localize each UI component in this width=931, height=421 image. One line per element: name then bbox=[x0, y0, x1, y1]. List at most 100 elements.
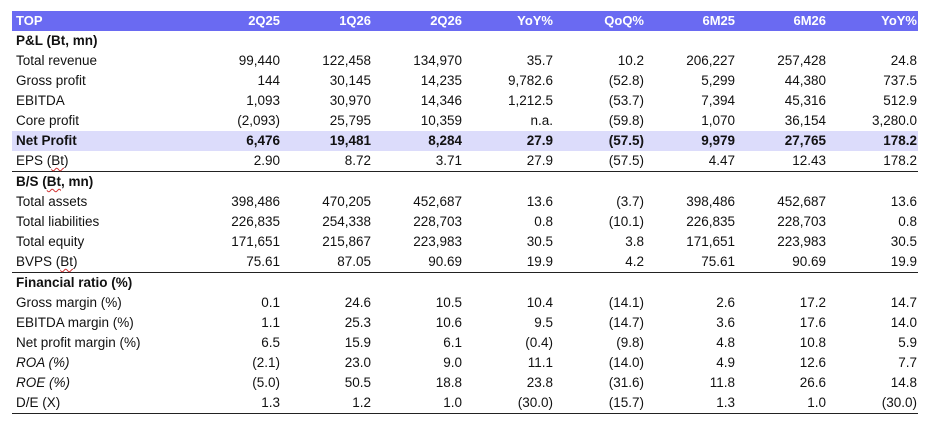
table-row: Total equity 171,651 215,867 223,983 30.5 3.8… bbox=[12, 232, 918, 252]
header-col-2q26: 2Q26 bbox=[372, 11, 463, 31]
table-cell: 4.2 bbox=[625, 254, 644, 269]
table-cell: (30.0) bbox=[463, 393, 554, 414]
header-col-6m25: 6M25 bbox=[645, 11, 736, 31]
table-cell: 10.5 bbox=[435, 295, 462, 310]
table-cell: 223,983 bbox=[777, 234, 826, 249]
table-cell: 226,835 bbox=[686, 214, 735, 229]
table-cell: 45,316 bbox=[784, 93, 826, 108]
table-cell: 27.9 bbox=[463, 131, 554, 151]
table-cell: 10.2 bbox=[617, 53, 644, 68]
table-row: EBITDA margin (%) 1.1 25.3 10.6 9.5 (14.7) 3.6… bbox=[12, 313, 918, 333]
header-ticker: TOP bbox=[12, 11, 190, 31]
table-cell: 5.9 bbox=[898, 335, 917, 350]
table-cell: 75.61 bbox=[701, 254, 735, 269]
table-row: Net Profit 6,476 19,481 8,284 27.9 (57.5) 9,97… bbox=[12, 131, 918, 151]
row-label-suffix: ) bbox=[64, 153, 69, 168]
table-cell: (57.5) bbox=[554, 131, 645, 151]
financial-summary: TOP 2Q25 1Q26 2Q26 YoY% QoQ% 6M25 6M26 Y… bbox=[12, 0, 931, 414]
table-cell: 30.5 bbox=[526, 234, 553, 249]
section-title-unit: Bt bbox=[46, 174, 62, 189]
table-cell: 11.1 bbox=[527, 355, 553, 370]
row-label: Gross margin (%) bbox=[16, 295, 122, 310]
row-label-text: BVPS ( bbox=[16, 254, 61, 269]
table-cell: (14.7) bbox=[608, 315, 644, 330]
table-cell: 17.6 bbox=[799, 315, 826, 330]
table-cell: 452,687 bbox=[413, 194, 462, 209]
table-cell: 1.1 bbox=[261, 315, 280, 330]
table-row: Net profit margin (%) 6.5 15.9 6.1 (0.4) (9.8… bbox=[12, 333, 918, 353]
table-row: Total liabilities 226,835 254,338 228,703 0.… bbox=[12, 212, 918, 232]
table-cell: 17.2 bbox=[799, 295, 826, 310]
table-cell: (31.6) bbox=[608, 375, 644, 390]
row-label: Total revenue bbox=[16, 53, 98, 68]
row-label: Net profit margin (%) bbox=[16, 335, 141, 350]
table-cell: 90.69 bbox=[428, 254, 462, 269]
table-cell: 9,782.6 bbox=[507, 73, 553, 88]
table-cell: (10.1) bbox=[608, 214, 644, 229]
table-cell: 178.2 bbox=[883, 153, 917, 168]
table-cell: 36,154 bbox=[784, 113, 826, 128]
table-cell: 452,687 bbox=[777, 194, 826, 209]
section-title-text: Financial ratio (%) bbox=[16, 275, 133, 290]
table-cell: 144 bbox=[257, 73, 280, 88]
table-cell: (52.8) bbox=[608, 73, 644, 88]
table-cell: 99,440 bbox=[238, 53, 280, 68]
row-label: ROE (%) bbox=[16, 375, 70, 390]
table-cell: 9.5 bbox=[534, 315, 553, 330]
table-cell: 15.9 bbox=[344, 335, 371, 350]
table-cell: 5,299 bbox=[701, 73, 735, 88]
table-row: ROA (%) (2.1) 23.0 9.0 11.1 (14.0) 4.9 12.6 7.7 bbox=[12, 353, 918, 373]
table-cell: 14,235 bbox=[420, 73, 462, 88]
section-title-text: B/S ( bbox=[16, 174, 47, 189]
table-cell: (59.8) bbox=[608, 113, 644, 128]
table-cell: (0.4) bbox=[525, 335, 553, 350]
table-cell: 14.7 bbox=[890, 295, 917, 310]
table-row: Gross profit 144 30,145 14,235 9,782.6 (52.8)… bbox=[12, 71, 918, 91]
row-label: BVPS (Bt) bbox=[12, 252, 190, 273]
table-cell: 4.9 bbox=[716, 355, 735, 370]
table-cell: (2.1) bbox=[252, 355, 280, 370]
section-title-text: P&L ( bbox=[16, 33, 52, 48]
table-cell: 14,346 bbox=[420, 93, 462, 108]
table-cell: 26.6 bbox=[799, 375, 826, 390]
table-cell: 23.8 bbox=[526, 375, 553, 390]
table-cell: 8.72 bbox=[344, 153, 371, 168]
table-cell: 4.8 bbox=[716, 335, 735, 350]
table-cell: 0.1 bbox=[261, 295, 280, 310]
table-cell: 1.0 bbox=[372, 393, 463, 414]
table-cell: 13.6 bbox=[526, 194, 553, 209]
table-cell: 1.2 bbox=[281, 393, 372, 414]
table-cell: 7,394 bbox=[701, 93, 735, 108]
table-cell: 27.9 bbox=[526, 153, 553, 168]
row-label: Net Profit bbox=[12, 131, 190, 151]
table-cell: 2.90 bbox=[253, 153, 280, 168]
table-cell: 1.0 bbox=[736, 393, 827, 414]
row-label: D/E (X) bbox=[12, 393, 190, 414]
header-col-yoy-6m: YoY% bbox=[827, 11, 918, 31]
table-cell: 512.9 bbox=[883, 93, 917, 108]
section-header-row: B/S (Bt, mn) bbox=[12, 171, 918, 192]
table-cell: 134,970 bbox=[413, 53, 462, 68]
table-cell: 0.8 bbox=[898, 214, 917, 229]
table-cell: 215,867 bbox=[322, 234, 371, 249]
table-cell: 19.9 bbox=[526, 254, 553, 269]
table-cell: 0.8 bbox=[534, 214, 553, 229]
table-row: BVPS (Bt) 75.61 87.05 90.69 19.9 4.2 75.61 90.6… bbox=[12, 252, 918, 273]
table-cell: 3,280.0 bbox=[871, 113, 917, 128]
table-cell: 398,486 bbox=[231, 194, 280, 209]
table-cell: 228,703 bbox=[413, 214, 462, 229]
table-cell: 1,070 bbox=[701, 113, 735, 128]
table-cell: (14.1) bbox=[608, 295, 644, 310]
table-row: Total assets 398,486 470,205 452,687 13.6 (3.… bbox=[12, 192, 918, 212]
table-header: TOP 2Q25 1Q26 2Q26 YoY% QoQ% 6M25 6M26 Y… bbox=[12, 11, 918, 31]
table-cell: 6.1 bbox=[443, 335, 462, 350]
table-cell: 3.8 bbox=[625, 234, 644, 249]
table-cell: 1.3 bbox=[190, 393, 281, 414]
table-cell: 75.61 bbox=[246, 254, 280, 269]
header-col-6m26: 6M26 bbox=[736, 11, 827, 31]
row-label: Gross profit bbox=[16, 73, 86, 88]
table-row: Total revenue 99,440 122,458 134,970 35.7 10.… bbox=[12, 51, 918, 71]
row-label-unit: Bt bbox=[51, 153, 65, 168]
table-cell: 178.2 bbox=[827, 131, 918, 151]
table-cell: (30.0) bbox=[827, 393, 918, 414]
